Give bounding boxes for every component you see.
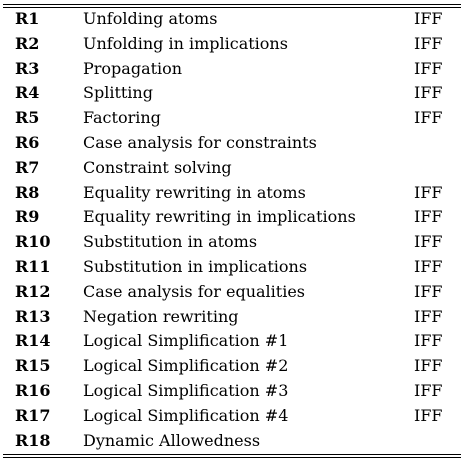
rule-description: Substitution in atoms — [83, 232, 258, 252]
rule-semantics: IFF — [414, 281, 443, 301]
rule-id: R14 — [15, 331, 51, 351]
table-row: R17 Logical Simplification #4 IFF — [3, 404, 461, 429]
rule-semantics: IFF — [414, 83, 443, 103]
rule-id: R7 — [15, 157, 40, 177]
rule-description: Factoring — [83, 108, 161, 128]
rule-description: Constraint solving — [83, 157, 232, 177]
bottom-rule-inner — [3, 454, 461, 455]
table-row: R1 Unfolding atoms IFF — [3, 7, 461, 32]
rule-semantics: IFF — [414, 207, 443, 227]
rule-semantics: IFF — [414, 182, 443, 202]
table-row: R16 Logical Simplification #3 IFF — [3, 379, 461, 404]
rule-id: R17 — [15, 405, 51, 425]
table-row: R3 Propagation IFF — [3, 57, 461, 82]
rule-description: Logical Simplification #3 — [83, 380, 289, 400]
rule-description: Propagation — [83, 58, 183, 78]
rule-description: Splitting — [83, 83, 153, 103]
table-row: R4 Splitting IFF — [3, 81, 461, 106]
rule-description: Case analysis for equalities — [83, 281, 306, 301]
rule-description: Equality rewriting in implications — [83, 207, 356, 227]
rule-description: Case analysis for constraints — [83, 132, 317, 152]
rule-semantics: IFF — [414, 256, 443, 276]
rule-semantics: IFF — [414, 306, 443, 326]
rule-id: R2 — [15, 33, 40, 53]
rule-id: R6 — [15, 132, 40, 152]
rule-semantics: IFF — [414, 380, 443, 400]
table-body: R1 Unfolding atoms IFF R2 Unfolding in impl… — [3, 7, 461, 453]
rule-id: R10 — [15, 232, 51, 252]
rule-description: Substitution in implications — [83, 256, 308, 276]
rule-semantics: IFF — [414, 331, 443, 351]
rule-semantics: IFF — [414, 356, 443, 376]
rule-semantics: IFF — [414, 405, 443, 425]
rule-id: R18 — [15, 430, 51, 450]
rule-id: R13 — [15, 306, 51, 326]
table-row: R8 Equality rewriting in atoms IFF — [3, 181, 461, 206]
rule-id: R1 — [15, 9, 40, 28]
rule-semantics: IFF — [414, 58, 443, 78]
rule-semantics: IFF — [414, 108, 443, 128]
top-rule-inner — [3, 7, 461, 8]
rule-id: R3 — [15, 58, 40, 78]
table-row: R6 Case analysis for constraints — [3, 131, 461, 156]
rule-id: R11 — [15, 256, 51, 276]
rule-description: Negation rewriting — [83, 306, 239, 326]
rule-description: Logical Simplification #2 — [83, 356, 289, 376]
rule-id: R8 — [15, 182, 40, 202]
table-row: R10 Substitution in atoms IFF — [3, 230, 461, 255]
table-row: R9 Equality rewriting in implications IFF — [3, 205, 461, 230]
rule-description: Dynamic Allowedness — [83, 430, 261, 450]
table-row: R15 Logical Simplification #2 IFF — [3, 354, 461, 379]
rule-id: R5 — [15, 108, 40, 128]
table-row: R7 Constraint solving — [3, 156, 461, 181]
rule-id: R9 — [15, 207, 40, 227]
table-row: R5 Factoring IFF — [3, 106, 461, 131]
rule-semantics: IFF — [414, 33, 443, 53]
top-rule-outer — [3, 4, 461, 5]
table-row: R13 Negation rewriting IFF — [3, 305, 461, 330]
rule-description: Unfolding atoms — [83, 9, 218, 28]
rule-description: Logical Simplification #4 — [83, 405, 289, 425]
table-row: R12 Case analysis for equalities IFF — [3, 280, 461, 305]
rule-id: R16 — [15, 380, 51, 400]
rule-description: Logical Simplification #1 — [83, 331, 289, 351]
rule-semantics: IFF — [414, 232, 443, 252]
rules-table: R1 Unfolding atoms IFF R2 Unfolding in impl… — [3, 0, 461, 464]
table-row: R2 Unfolding in implications IFF — [3, 32, 461, 57]
rule-id: R15 — [15, 356, 51, 376]
table-row: R18 Dynamic Allowedness — [3, 429, 461, 454]
bottom-rule-outer — [3, 457, 461, 458]
rule-semantics: IFF — [414, 9, 443, 28]
table-row: R14 Logical Simplification #1 IFF — [3, 329, 461, 354]
rule-id: R12 — [15, 281, 51, 301]
rule-description: Equality rewriting in atoms — [83, 182, 306, 202]
rule-description: Unfolding in implications — [83, 33, 288, 53]
rule-id: R4 — [15, 83, 40, 103]
table-row: R11 Substitution in implications IFF — [3, 255, 461, 280]
